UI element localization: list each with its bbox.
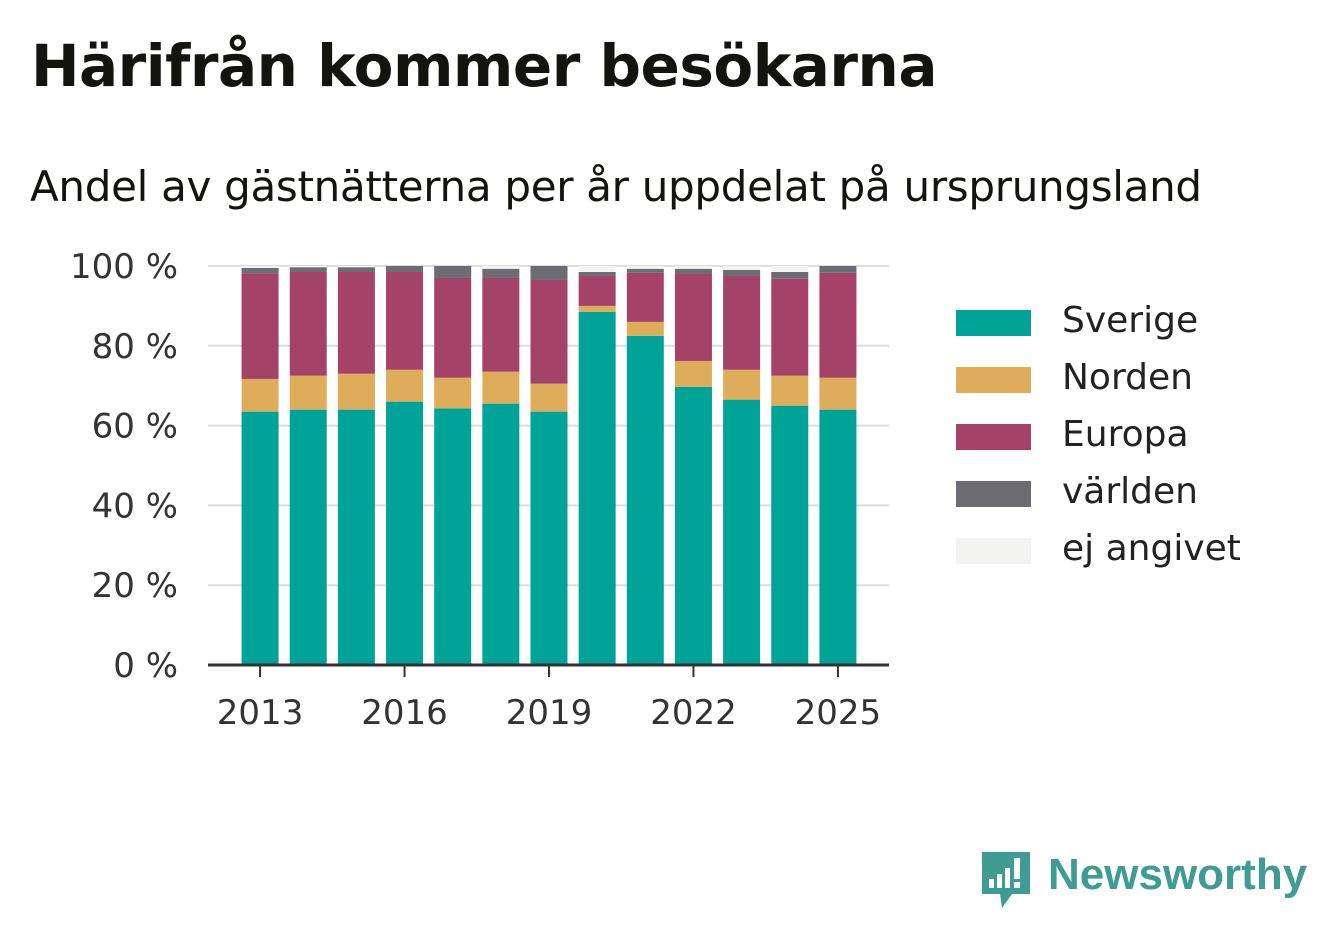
logo-text: Newsworthy	[1048, 850, 1308, 899]
legend-label: Europa	[1062, 414, 1189, 455]
bar-segment-världen-2022	[674, 268, 712, 274]
bar-segment-Europa-2025	[819, 272, 857, 378]
bar-segment-Sverige-2016	[386, 401, 424, 665]
bar-segment-Norden-2016	[386, 369, 424, 402]
bar-segment-Sverige-2021	[626, 335, 664, 665]
bar-segment-Europa-2013	[241, 273, 279, 379]
bar-segment-Norden-2024	[771, 375, 809, 406]
legend-swatch	[956, 481, 1031, 507]
y-axis-tick-labels: 0 % 20 % 40 % 60 % 80 % 100 %	[70, 247, 178, 686]
bar-segment-världen-2015	[337, 267, 375, 272]
legend-swatch	[956, 310, 1031, 336]
bar-segment-Norden-2018	[482, 371, 520, 404]
x-tick-label: 2022	[650, 693, 737, 733]
x-tick-label: 2025	[795, 693, 882, 733]
bar-segment-Sverige-2025	[819, 409, 857, 665]
bar-segment-Europa-2014	[289, 271, 327, 376]
legend-label: världen	[1062, 471, 1198, 512]
y-tick-label: 80 %	[92, 327, 178, 367]
bar-segment-ej-angivet-2014	[289, 266, 327, 268]
x-tick-label: 2013	[217, 693, 304, 733]
bar-segment-Europa-2022	[674, 273, 712, 361]
chart-subtitle: Andel av gästnätterna per år uppdelat på…	[30, 162, 1202, 211]
bar-segment-världen-2016	[386, 266, 424, 272]
bar-segment-Norden-2013	[241, 378, 279, 412]
bars	[241, 266, 857, 665]
bar-segment-Sverige-2014	[289, 409, 327, 665]
bar-segment-världen-2024	[771, 271, 809, 279]
newsworthy-logo-icon	[982, 852, 1030, 908]
bar-segment-Norden-2017	[434, 377, 472, 409]
bar-segment-Sverige-2023	[723, 399, 761, 665]
legend-label: Norden	[1062, 357, 1193, 398]
bar-segment-Sverige-2024	[771, 405, 809, 665]
legend-swatch	[956, 424, 1031, 450]
y-tick-label: 20 %	[92, 566, 178, 606]
bar-segment-ej-angivet-2018	[482, 266, 520, 269]
y-tick-label: 100 %	[70, 247, 178, 287]
bar-segment-Sverige-2015	[337, 409, 375, 665]
bar-segment-Sverige-2017	[434, 408, 472, 665]
bar-segment-Norden-2015	[337, 373, 375, 410]
legend-swatch	[956, 538, 1031, 564]
bar-segment-världen-2013	[241, 267, 279, 274]
bar-segment-Norden-2025	[819, 377, 857, 410]
bar-segment-Europa-2017	[434, 277, 472, 378]
bar-segment-Europa-2023	[723, 275, 761, 370]
legend-label: Sverige	[1062, 300, 1199, 341]
bar-segment-världen-2021	[626, 268, 664, 273]
legend-label: ej angivet	[1062, 528, 1241, 569]
bar-segment-Sverige-2018	[482, 403, 520, 665]
y-tick-label: 40 %	[92, 486, 178, 526]
bar-segment-Europa-2018	[482, 277, 520, 372]
bar-segment-ej-angivet-2013	[241, 266, 279, 268]
bar-segment-Europa-2015	[337, 271, 375, 374]
bar-segment-ej-angivet-2024	[771, 266, 809, 272]
y-tick-label: 60 %	[92, 407, 178, 447]
bar-segment-Norden-2023	[723, 369, 761, 400]
bar-segment-Sverige-2022	[674, 386, 712, 665]
bar-segment-världen-2023	[723, 269, 761, 276]
x-tick-label: 2019	[506, 693, 593, 733]
bar-segment-ej-angivet-2021	[626, 266, 664, 269]
bar-segment-ej-angivet-2022	[674, 266, 712, 269]
bar-segment-ej-angivet-2020	[578, 266, 616, 272]
bar-segment-Europa-2020	[578, 275, 616, 306]
bar-segment-världen-2020	[578, 271, 616, 276]
bar-segment-världen-2017	[434, 266, 472, 278]
bar-segment-världen-2019	[530, 266, 568, 280]
bar-segment-Sverige-2013	[241, 411, 279, 665]
bar-segment-världen-2014	[289, 267, 327, 272]
x-tick-label: 2016	[361, 693, 448, 733]
bar-segment-Norden-2014	[289, 375, 327, 410]
bar-segment-Norden-2020	[578, 305, 616, 312]
legend-swatch	[956, 367, 1031, 393]
bar-segment-Europa-2019	[530, 279, 568, 384]
bar-segment-världen-2018	[482, 268, 520, 278]
bar-segment-Europa-2024	[771, 278, 809, 376]
bar-segment-Norden-2021	[626, 321, 664, 336]
chart-title: Härifrån kommer besökarna	[31, 32, 937, 100]
bar-segment-Sverige-2019	[530, 411, 568, 665]
x-axis-ticks: 2013 2016 2019 2022 2025	[217, 665, 881, 733]
y-tick-label: 0 %	[113, 646, 178, 686]
bar-segment-Norden-2019	[530, 383, 568, 412]
bar-segment-Europa-2021	[626, 272, 664, 322]
bar-segment-ej-angivet-2023	[723, 266, 761, 270]
bar-segment-Sverige-2020	[578, 311, 616, 665]
bar-segment-ej-angivet-2015	[337, 266, 375, 268]
bar-segment-Europa-2016	[386, 271, 424, 370]
stacked-bar-chart: 0 % 20 % 40 % 60 % 80 % 100 % 2013 2016 2019 202…	[70, 247, 889, 733]
bar-segment-Norden-2022	[674, 360, 712, 387]
bar-segment-världen-2025	[819, 266, 857, 273]
